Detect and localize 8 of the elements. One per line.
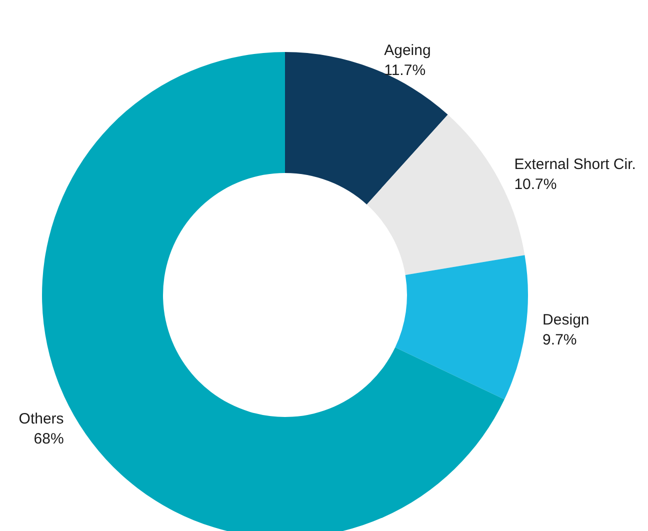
slice-label: Design — [542, 311, 590, 328]
data-label: 9.7% — [542, 331, 577, 348]
data-label: 68% — [34, 430, 64, 448]
slice-label: Ageing — [384, 42, 431, 60]
slice-label: External Short Cir. — [514, 156, 636, 174]
data-label: 10.7% — [514, 176, 557, 194]
data-label: 11.7% — [384, 62, 426, 80]
slice-label: Others — [18, 410, 64, 428]
